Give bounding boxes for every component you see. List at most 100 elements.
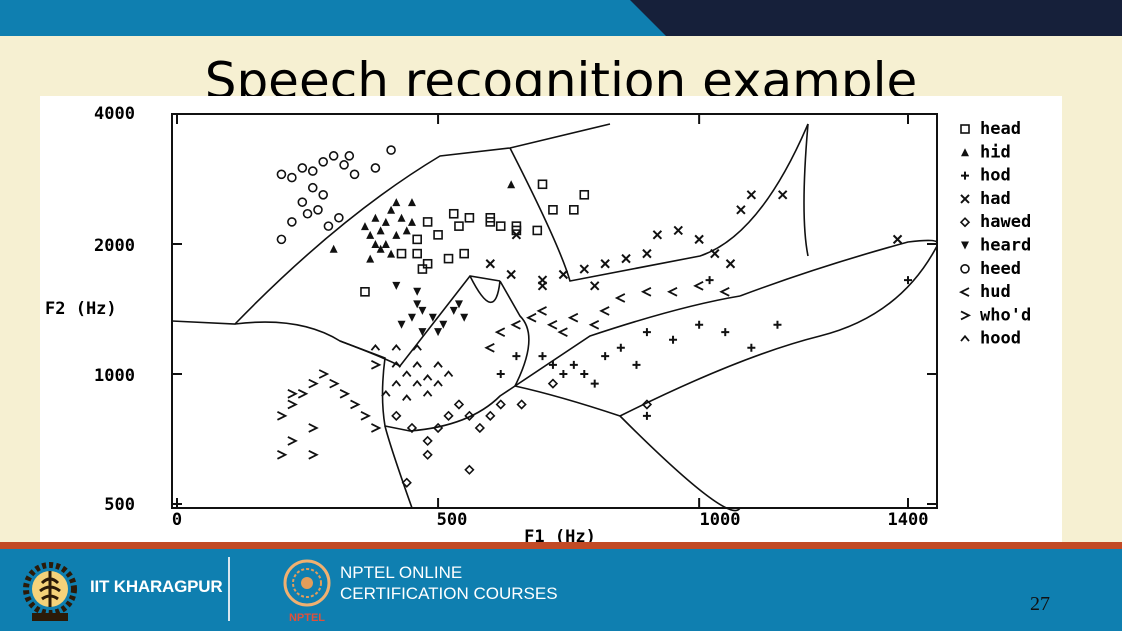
point-head [532,225,543,236]
point-heard [460,313,469,322]
point-hawed [422,435,433,447]
point-whod [287,388,298,399]
data-points [276,145,912,488]
y-axis-label: F2 (Hz) [45,299,117,319]
point-hod [601,352,610,361]
point-hid [376,226,385,235]
point-hud [526,312,537,323]
point-hawed [422,449,433,460]
legend-marker [961,171,969,180]
point-whod [308,449,319,460]
point-hid [387,205,396,214]
point-head [464,212,475,223]
legend-marker [960,264,970,274]
point-had [892,234,903,245]
point-had [694,234,704,245]
point-hod [773,320,782,329]
point-hawed [516,399,527,410]
legend-marker [960,124,970,134]
point-hood [433,361,443,368]
point-hod [632,360,641,369]
point-heed [339,160,349,170]
y-tick-label-4000: 4000 [94,104,135,124]
legend-label: heed [980,259,1021,279]
point-had [558,269,569,280]
point-hid [392,198,401,207]
point-heed [344,151,355,161]
point-had [590,281,600,291]
point-hod [580,370,589,378]
point-hod [695,320,704,329]
point-had [710,248,720,259]
point-hawed [453,399,465,410]
point-hud [667,287,678,297]
legend: head hid hod had hawed heard heed hud who'd hood [958,119,1031,349]
point-had [511,230,522,240]
point-had [777,190,788,200]
point-head [422,217,433,227]
point-hid [371,213,380,222]
point-hood [433,379,443,387]
point-hud [510,319,521,330]
point-hawed [464,410,475,421]
point-hawed [485,410,496,421]
svg-text:NPTEL: NPTEL [289,612,325,624]
boundary-line-2 [803,123,809,257]
boundary-line-8 [739,239,939,297]
point-hood [381,389,391,397]
point-hood [412,379,422,387]
y-tick-label-500: 500 [104,495,135,515]
chart-svg: 4000 2000 1000 500 0 500 1000 1400 F2 (H… [45,104,1031,544]
series-heard [392,281,469,337]
boundary-line-3 [234,275,501,368]
point-hid [371,240,380,248]
legend-label: had [980,189,1011,209]
point-whod [297,388,309,399]
point-heed [318,189,329,200]
point-had [506,269,516,280]
point-hud [536,306,547,316]
iit-kharagpur-label: IIT KHARAGPUR [90,577,223,596]
point-hood [391,379,401,387]
point-hood [412,361,422,368]
boundary-line-5 [499,280,741,512]
vowel-formant-chart: 4000 2000 1000 500 0 500 1000 1400 F2 (H… [40,96,1062,544]
point-hod [590,379,599,388]
legend-marker [959,217,971,228]
point-whod [371,360,382,370]
point-hid [387,249,396,258]
point-head [448,208,459,219]
point-hud [693,281,704,291]
point-head [548,205,558,215]
point-had [673,225,683,236]
point-hawed [495,399,506,410]
series-whod [277,360,382,460]
nptel-logo-icon: NPTEL [283,559,331,624]
x-tick-label-1400: 1400 [888,510,929,530]
x-tick-label-1000: 1000 [700,510,741,530]
point-heard [449,306,458,315]
point-whod [350,399,361,410]
point-hood [370,343,381,351]
point-heed [318,157,329,167]
boundary-line-4 [339,295,741,432]
point-hid [329,244,338,253]
point-head [412,248,422,259]
point-hawed [443,410,454,421]
point-whod [308,378,319,389]
point-hod [642,411,651,420]
point-hud [640,287,652,297]
point-hood [391,343,401,351]
legend-marker [960,194,970,204]
point-had [579,264,589,274]
point-whod [360,411,371,421]
point-heard [413,287,422,296]
point-hid [366,230,375,239]
point-heed [297,197,308,207]
point-whod [277,411,288,421]
plot-frame [171,113,938,509]
point-hod [904,276,912,285]
page-number: 27 [1030,593,1050,615]
legend-label: who'd [980,305,1031,325]
point-heard [439,320,448,329]
